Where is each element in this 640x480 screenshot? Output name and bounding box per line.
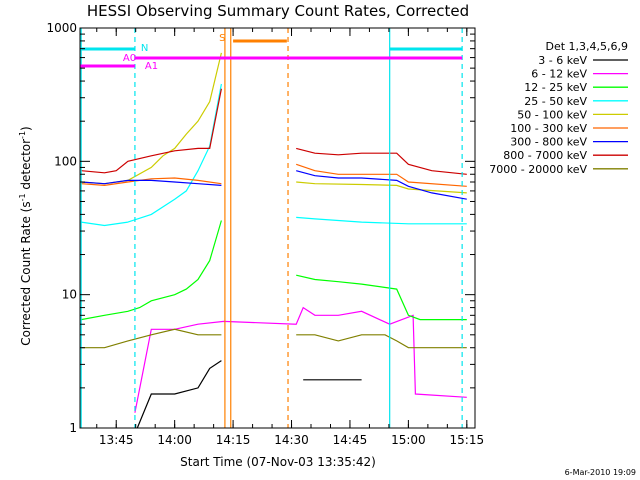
x-tick-label-4: 14:45 xyxy=(333,433,368,447)
legend-label-2: 12 - 25 keV xyxy=(524,81,587,94)
legend-label-7: 800 - 7000 keV xyxy=(503,149,587,162)
legend-label-4: 50 - 100 keV xyxy=(517,108,587,121)
series-line-1-0 xyxy=(134,306,467,413)
y-tick-label-2: 100 xyxy=(54,154,77,168)
legend-label-3: 25 - 50 keV xyxy=(524,95,587,108)
series-line-8-0 xyxy=(81,328,222,349)
x-tick-label-6: 15:15 xyxy=(450,433,485,447)
series-line-4-1 xyxy=(296,181,467,194)
legend-label-6: 300 - 800 keV xyxy=(510,136,587,149)
flag-layer: N A0 A1 S xyxy=(80,33,463,72)
x-tick-label-5: 15:00 xyxy=(391,433,426,447)
series-line-5-1 xyxy=(296,163,467,187)
series-line-3-1 xyxy=(296,216,467,225)
series-line-2-0 xyxy=(81,220,222,321)
x-tick-label-0: 13:45 xyxy=(99,433,134,447)
legend-label-8: 7000 - 20000 keV xyxy=(489,163,587,176)
flag-label-0: N xyxy=(141,43,148,54)
x-tick-label-2: 14:15 xyxy=(216,433,251,447)
series-layer xyxy=(81,52,467,429)
series-line-5-0 xyxy=(81,177,222,187)
y-tick-label-0: 1 xyxy=(69,421,77,435)
series-line-0-0 xyxy=(136,360,222,429)
x-axis-label: Start Time (07-Nov-03 13:35:42) xyxy=(180,455,376,469)
x-axis-ticks: 13:45 14:00 14:15 14:30 14:45 15:00 15:15 xyxy=(96,28,485,447)
vertical-marker-layer xyxy=(80,28,463,428)
series-line-3-0 xyxy=(81,83,222,227)
legend-title: Det 1,3,4,5,6,9 xyxy=(545,40,628,53)
y-axis-label: Corrected Count Rate (s-1 detector-1) xyxy=(18,126,33,345)
y-tick-label-3: 1000 xyxy=(46,21,77,35)
series-line-8-1 xyxy=(296,334,467,349)
series-line-4-0 xyxy=(81,52,222,185)
flag-label-4: S xyxy=(219,33,225,44)
flag-label-2: A0 xyxy=(123,53,136,64)
series-line-7-1 xyxy=(296,147,467,175)
series-line-6-1 xyxy=(296,170,467,200)
chart-title: HESSI Observing Summary Count Rates, Cor… xyxy=(87,2,469,20)
flag-label-3: A1 xyxy=(145,61,158,72)
series-line-7-0 xyxy=(81,88,222,174)
legend-label-0: 3 - 6 keV xyxy=(538,54,587,67)
plot-frame xyxy=(79,27,476,429)
y-tick-label-1: 10 xyxy=(62,288,77,302)
y-axis-ticks: 1 10 100 1000 xyxy=(46,21,475,435)
x-tick-label-1: 14:00 xyxy=(157,433,192,447)
svg-text:Corrected Count Rate (s-1 dete: Corrected Count Rate (s-1 detector-1) xyxy=(18,126,33,345)
legend-label-1: 6 - 12 keV xyxy=(531,68,587,81)
series-line-6-0 xyxy=(81,179,222,186)
x-tick-label-3: 14:30 xyxy=(274,433,309,447)
legend-label-5: 100 - 300 keV xyxy=(510,122,587,135)
footer-date: 6-Mar-2010 19:09 xyxy=(565,468,636,477)
series-line-2-1 xyxy=(296,274,467,321)
